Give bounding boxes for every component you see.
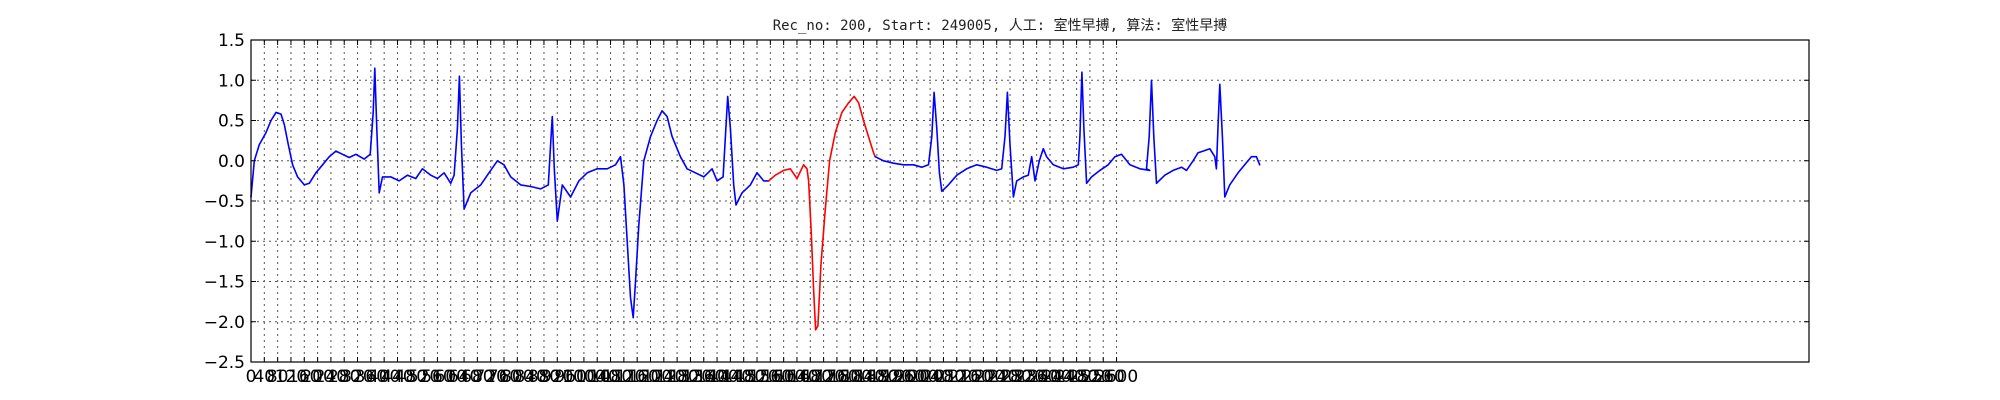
x-tick-label: 1800 [829, 367, 872, 387]
x-tick-label: 200 [301, 367, 333, 387]
x-tick-label: 560 [421, 367, 453, 387]
x-tick-label: 520 [408, 367, 440, 387]
x-tick-label: 2080 [922, 367, 965, 387]
x-tick-label: 120 [275, 367, 307, 387]
x-tick-label: 1200 [629, 367, 672, 387]
x-tick-label: 1120 [602, 367, 645, 387]
x-tick-label: 2560 [1082, 367, 1125, 387]
y-tick-label: 0.5 [218, 112, 245, 132]
x-tick-label: 480 [395, 367, 427, 387]
x-tick-label: 760 [488, 367, 520, 387]
x-tick-label: 1520 [735, 367, 778, 387]
x-tick-label: 680 [461, 367, 493, 387]
x-tick-label: 1360 [682, 367, 725, 387]
axes-frame [250, 39, 1810, 363]
x-tick-label: 1840 [842, 367, 885, 387]
x-tick-label: 1640 [775, 367, 818, 387]
x-tick-label: 240 [315, 367, 347, 387]
x-tick-label: 600 [435, 367, 467, 387]
y-tick-label: −0.5 [204, 192, 245, 212]
ecg-line [250, 67, 770, 319]
x-tick-label: 40 [253, 367, 275, 387]
x-tick-label: 80 [267, 367, 289, 387]
x-tick-label: 960 [554, 367, 586, 387]
x-tick-label: 840 [514, 367, 546, 387]
x-tick-label: 800 [501, 367, 533, 387]
x-tick-label: 2600 [1095, 367, 1138, 387]
x-tick-label: 1560 [749, 367, 792, 387]
x-tick-label: 280 [328, 367, 360, 387]
x-tick-label: 2120 [935, 367, 978, 387]
x-tick-label: 2440 [1042, 367, 1085, 387]
x-tick-label: 1320 [669, 367, 712, 387]
x-tick-label: 880 [528, 367, 560, 387]
x-tick-label: 2480 [1055, 367, 1098, 387]
x-tick-label: 2160 [948, 367, 991, 387]
x-tick-label: 360 [355, 367, 387, 387]
x-tick-label: 1040 [576, 367, 619, 387]
x-tick-label: 2240 [975, 367, 1018, 387]
x-tick-label: 1080 [589, 367, 632, 387]
y-tick-label: −1.5 [204, 273, 245, 293]
x-tick-label: 2280 [988, 367, 1031, 387]
ecg-highlight-line [767, 95, 876, 331]
x-tick-label: 160 [288, 367, 320, 387]
x-tick-label: 1720 [802, 367, 845, 387]
x-tick-label: 1920 [869, 367, 912, 387]
x-tick-label: 2360 [1015, 367, 1058, 387]
x-tick-label: 2400 [1028, 367, 1071, 387]
y-tick-label: −2.0 [204, 313, 245, 333]
x-tick-label: 2320 [1002, 367, 1045, 387]
x-tick-label: 2000 [895, 367, 938, 387]
plot-area [250, 67, 1261, 331]
x-tick-label: 1760 [815, 367, 858, 387]
x-tick-label: 1880 [855, 367, 898, 387]
x-tick-label: 1960 [882, 367, 925, 387]
x-tick-label: 0 [246, 367, 257, 387]
x-tick-label: 2040 [908, 367, 951, 387]
x-tick-label: 1000 [562, 367, 605, 387]
grid [251, 40, 1809, 362]
x-tick-label: 400 [368, 367, 400, 387]
x-tick-label: 1680 [789, 367, 832, 387]
x-tick-label: 440 [381, 367, 413, 387]
x-tick-label: 320 [341, 367, 373, 387]
x-tick-label: 1440 [709, 367, 752, 387]
x-tick-label: 1480 [722, 367, 765, 387]
y-tick-label: −2.5 [204, 353, 245, 373]
x-tick-label: 1600 [762, 367, 805, 387]
x-tick-label: 1280 [655, 367, 698, 387]
x-tick-label: 1160 [616, 367, 659, 387]
y-tick-label: −1.0 [204, 232, 245, 252]
y-tick-label: 1.0 [218, 71, 245, 91]
ecg-line [874, 71, 1261, 198]
x-tick-label: 640 [448, 367, 480, 387]
x-tick-label: 920 [541, 367, 573, 387]
x-tick-label: 2520 [1068, 367, 1111, 387]
x-tick-label: 720 [474, 367, 506, 387]
x-tick-label: 1240 [642, 367, 685, 387]
ticks: 1.51.00.50.0−0.5−1.0−1.5−2.0−2.504080120… [204, 31, 1809, 387]
chart-title: Rec_no: 200, Start: 249005, 人工: 室性早搏, 算法… [773, 17, 1228, 34]
y-tick-label: 1.5 [218, 31, 245, 51]
x-tick-label: 1400 [695, 367, 738, 387]
y-tick-label: 0.0 [218, 152, 245, 172]
x-tick-label: 2200 [962, 367, 1005, 387]
